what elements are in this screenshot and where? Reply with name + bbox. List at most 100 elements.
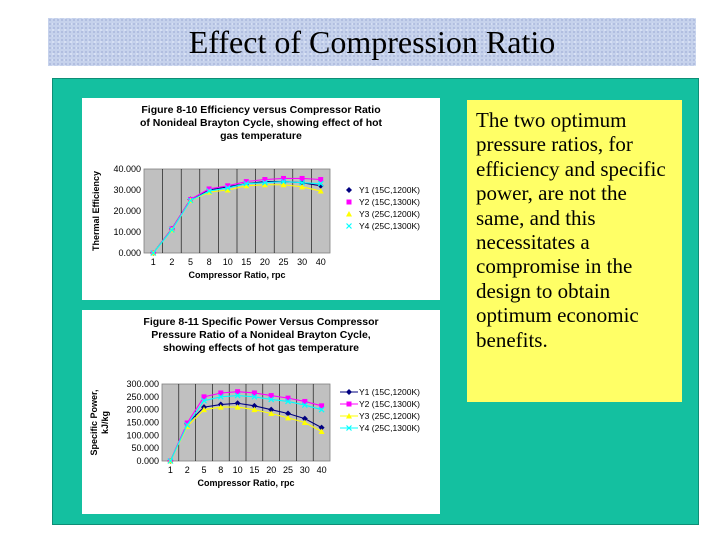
data-point: [299, 175, 305, 181]
data-point: [261, 181, 268, 188]
x-tick-label: 10: [233, 465, 243, 475]
data-point: [218, 390, 224, 396]
series-line: [169, 402, 322, 462]
y-tick-label: 0.000: [118, 248, 141, 258]
chart1-title-line: gas temperature: [220, 130, 302, 142]
chart2-title-line: Pressure Ratio of a Nonideal Brayton Cyc…: [151, 329, 371, 341]
data-point: [217, 404, 224, 410]
data-point: [285, 414, 291, 421]
data-point: [251, 406, 258, 413]
data-point: [234, 404, 241, 410]
x-tick-label: 2: [169, 257, 174, 267]
x-tick-label: 30: [297, 257, 307, 267]
x-tick-label: 15: [241, 257, 251, 267]
data-point: [168, 226, 175, 233]
legend-marker: [346, 187, 352, 193]
y-axis-label: Thermal Efficiency: [91, 171, 101, 251]
note-text: The two optimum pressure ratios, for eff…: [476, 108, 666, 352]
data-point: [251, 390, 257, 396]
x-tick-label: 10: [223, 257, 233, 267]
data-point: [318, 177, 324, 182]
x-tick-label: 5: [201, 465, 206, 475]
specific-power-chart: Figure 8-11 Specific Power Versus Compre…: [82, 310, 440, 514]
chart1-title: Figure 8-10 Efficiency versus Compressor…: [82, 104, 440, 143]
data-point: [280, 181, 287, 188]
data-point: [299, 179, 306, 186]
data-point: [201, 394, 207, 400]
y-tick-label: 100.000: [126, 430, 159, 440]
data-point: [299, 183, 306, 190]
x-tick-label: 40: [316, 257, 326, 267]
x-tick-label: 20: [260, 257, 270, 267]
legend-marker: [346, 223, 352, 229]
legend-label: Y1 (15C,1200K): [359, 185, 420, 195]
x-axis-label: Compressor Ratio, rpc: [188, 270, 285, 280]
data-point: [206, 188, 213, 194]
x-tick-label: 2: [185, 465, 190, 475]
data-point: [150, 250, 157, 256]
legend-marker: [346, 199, 352, 205]
data-point: [302, 398, 308, 404]
legend-marker: [346, 413, 352, 419]
data-point: [262, 177, 268, 182]
legend-label: Y2 (15C,1300K): [359, 197, 420, 207]
legend-marker: [346, 211, 352, 217]
x-tick-label: 25: [283, 465, 293, 475]
x-axis-label: Compressor Ratio, rpc: [197, 478, 294, 488]
y-tick-label: 200.000: [126, 405, 159, 415]
legend-marker: [346, 401, 352, 407]
data-point: [234, 392, 241, 399]
data-point: [201, 406, 207, 413]
data-point: [318, 424, 325, 431]
data-point: [268, 410, 275, 417]
data-point: [201, 397, 207, 404]
data-point: [235, 389, 241, 395]
data-point: [268, 406, 275, 413]
data-point: [317, 180, 324, 187]
x-tick-label: 5: [188, 257, 193, 267]
series-line: [152, 177, 321, 254]
chart2-title-line: showing effects of hot gas temperature: [162, 342, 360, 354]
x-tick-label: 8: [207, 257, 212, 267]
y-tick-label: 10.000: [113, 227, 141, 237]
note-box: The two optimum pressure ratios, for eff…: [467, 100, 682, 402]
data-point: [317, 188, 324, 194]
series-line: [169, 391, 322, 462]
legend-label: Y4 (25C,1300K): [359, 423, 420, 433]
data-point: [318, 406, 325, 413]
data-point: [243, 182, 250, 189]
y-tick-label: 300.000: [126, 379, 159, 389]
legend-marker: [346, 425, 352, 431]
data-point: [281, 175, 286, 181]
data-point: [167, 458, 174, 464]
y-tick-label: 40.000: [113, 164, 141, 174]
data-point: [301, 402, 308, 408]
data-point: [243, 179, 249, 185]
y-tick-label: 150.000: [126, 418, 159, 428]
x-tick-label: 1: [151, 257, 156, 267]
data-point: [243, 180, 250, 187]
legend-label: Y3 (25C,1200K): [359, 209, 420, 219]
data-point: [285, 395, 291, 401]
efficiency-chart: Figure 8-10 Efficiency versus Compressor…: [82, 98, 440, 300]
y-tick-label: 30.000: [113, 185, 141, 195]
data-point: [285, 398, 291, 405]
data-point: [301, 419, 308, 425]
series-line: [152, 181, 321, 254]
y-tick-label: 250.000: [126, 392, 159, 402]
title-bar: Effect of Compression Ratio: [48, 18, 696, 66]
y-tick-label: 50.000: [131, 443, 159, 453]
data-point: [285, 410, 291, 417]
data-point: [319, 403, 325, 409]
legend-marker: [346, 389, 352, 395]
legend-label: Y2 (15C,1300K): [359, 399, 420, 409]
data-point: [206, 186, 212, 192]
x-tick-label: 30: [300, 465, 310, 475]
data-point: [224, 187, 231, 193]
data-point: [268, 396, 275, 403]
legend-label: Y1 (15C,1200K): [359, 387, 420, 397]
data-point: [234, 400, 241, 407]
data-point: [184, 420, 190, 426]
data-point: [280, 178, 287, 185]
x-tick-label: 15: [249, 465, 259, 475]
